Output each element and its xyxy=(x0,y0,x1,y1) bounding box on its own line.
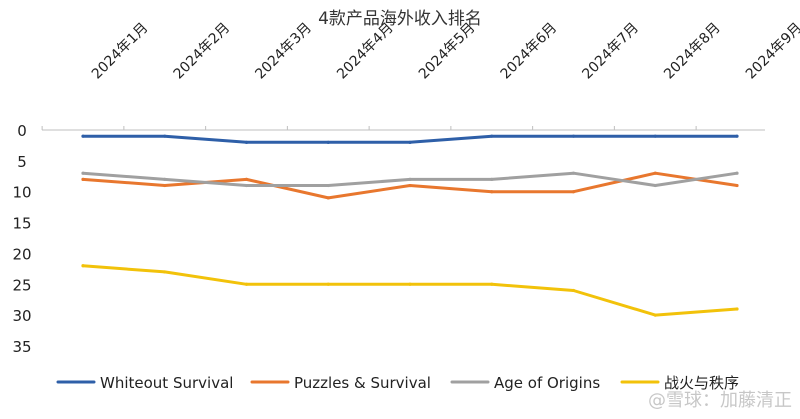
x-tick-label: 2024年3月 xyxy=(252,20,315,83)
y-tick-label: 5 xyxy=(17,153,27,171)
legend-item: 战火与秩序 xyxy=(620,374,739,392)
data-point xyxy=(408,140,412,144)
data-point xyxy=(735,134,739,138)
data-point xyxy=(326,282,330,286)
y-tick-label: 10 xyxy=(12,184,31,202)
data-point xyxy=(326,183,330,188)
watermark-text: @雪球：加藤清正 xyxy=(648,390,792,411)
y-tick-label: 30 xyxy=(12,307,31,325)
y-tick-label: 25 xyxy=(12,276,31,294)
x-tick-label: 2024年5月 xyxy=(416,20,479,83)
data-point xyxy=(163,270,167,274)
data-point xyxy=(81,134,85,138)
y-tick-label: 20 xyxy=(12,245,31,263)
series-3 xyxy=(81,264,739,317)
data-point xyxy=(735,183,739,188)
data-point xyxy=(163,134,167,138)
x-tick-label: 2024年8月 xyxy=(661,20,724,83)
data-point xyxy=(81,171,85,175)
legend-label: Whiteout Survival xyxy=(100,374,233,392)
chart-title: 4款产品海外收入排名 xyxy=(318,9,482,29)
x-tick-label: 2024年2月 xyxy=(171,20,234,83)
y-axis-ticks: 0 5 10 15 20 25 30 35 xyxy=(12,122,31,356)
data-point xyxy=(163,177,167,181)
x-tick-label: 2024年7月 xyxy=(579,20,642,83)
data-point xyxy=(571,134,576,138)
legend-item: Whiteout Survival xyxy=(56,374,233,392)
data-point xyxy=(653,313,657,317)
data-point xyxy=(490,190,494,194)
data-point xyxy=(653,183,657,188)
series-line xyxy=(81,264,739,317)
x-tick-label: 2024年4月 xyxy=(334,20,397,83)
data-point xyxy=(571,171,576,175)
data-point xyxy=(490,282,494,286)
data-point xyxy=(81,264,85,268)
series-0 xyxy=(81,134,739,144)
data-point xyxy=(490,134,494,138)
data-point xyxy=(490,177,494,181)
data-point xyxy=(408,282,412,286)
data-point xyxy=(326,140,330,144)
legend-label: Puzzles & Survival xyxy=(294,374,431,392)
legend-item: Age of Origins xyxy=(450,374,600,392)
data-point xyxy=(735,307,739,311)
x-axis-ticks: 2024年1月 2024年2月 2024年3月 2024年4月 2024年5月 2024年… xyxy=(41,20,800,130)
data-point xyxy=(653,134,657,138)
series-1 xyxy=(81,171,739,200)
data-point xyxy=(326,196,330,200)
data-point xyxy=(163,183,167,188)
series-2 xyxy=(81,171,739,188)
legend-label: Age of Origins xyxy=(494,374,600,392)
data-point xyxy=(571,190,576,194)
legend-label: 战火与秩序 xyxy=(664,374,739,392)
y-tick-label: 0 xyxy=(17,122,27,140)
data-point xyxy=(244,177,249,181)
y-tick-label: 35 xyxy=(12,338,31,356)
data-point xyxy=(244,282,249,286)
data-point xyxy=(571,288,576,293)
legend-item: Puzzles & Survival xyxy=(250,374,431,392)
data-point xyxy=(244,140,249,144)
data-point xyxy=(408,177,412,181)
x-tick-label: 2024年9月 xyxy=(743,20,800,83)
data-point xyxy=(408,183,412,188)
y-tick-label: 15 xyxy=(12,215,31,233)
series-lines xyxy=(81,134,739,317)
data-point xyxy=(653,171,657,175)
data-point xyxy=(244,183,249,188)
watermark: @雪球：加藤清正 xyxy=(648,390,792,411)
x-tick-label: 2024年6月 xyxy=(498,20,561,83)
legend: Whiteout Survival Puzzles & Survival Age o… xyxy=(56,374,739,392)
data-point xyxy=(735,171,739,175)
data-point xyxy=(81,177,85,181)
x-tick-label: 2024年1月 xyxy=(89,20,152,83)
